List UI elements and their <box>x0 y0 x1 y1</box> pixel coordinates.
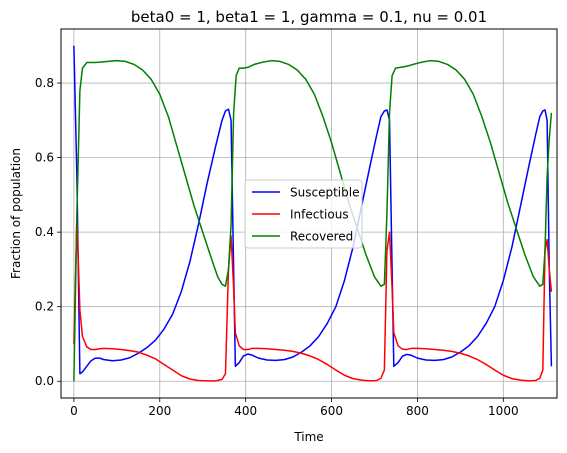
legend-label-infectious: Infectious <box>290 208 349 222</box>
x-tick-label: 400 <box>234 404 257 418</box>
y-tick-label: 0.8 <box>35 76 54 90</box>
legend-label-recovered: Recovered <box>290 230 353 244</box>
series-line-recovered <box>73 59 553 382</box>
x-tick-label: 800 <box>406 404 429 418</box>
plot-frame <box>60 28 558 399</box>
series-line-susceptible <box>73 45 553 375</box>
y-axis-label: Fraction of population <box>9 148 23 279</box>
series-line-infectious <box>73 216 553 382</box>
chart-title: beta0 = 1, beta1 = 1, gamma = 0.1, nu = … <box>131 8 487 26</box>
x-axis-label: Time <box>293 430 323 444</box>
y-tick-label: 0.2 <box>35 300 54 314</box>
x-tick-label: 200 <box>148 404 171 418</box>
series-lines <box>73 45 553 382</box>
y-tick-label: 0.0 <box>35 374 54 388</box>
axis-ticks: 0 200 400 600 800 1000 0.0 0.2 0.4 0.6 0.8 <box>35 76 519 418</box>
legend-label-susceptible: Susceptible <box>290 186 359 200</box>
legend-box <box>244 179 363 249</box>
legend: Susceptible Infectious Recovered <box>244 179 363 249</box>
x-tick-label: 0 <box>70 404 78 418</box>
x-tick-label: 1000 <box>488 404 519 418</box>
y-tick-label: 0.6 <box>35 151 54 165</box>
y-tick-label: 0.4 <box>35 225 54 239</box>
x-tick-label: 600 <box>320 404 343 418</box>
